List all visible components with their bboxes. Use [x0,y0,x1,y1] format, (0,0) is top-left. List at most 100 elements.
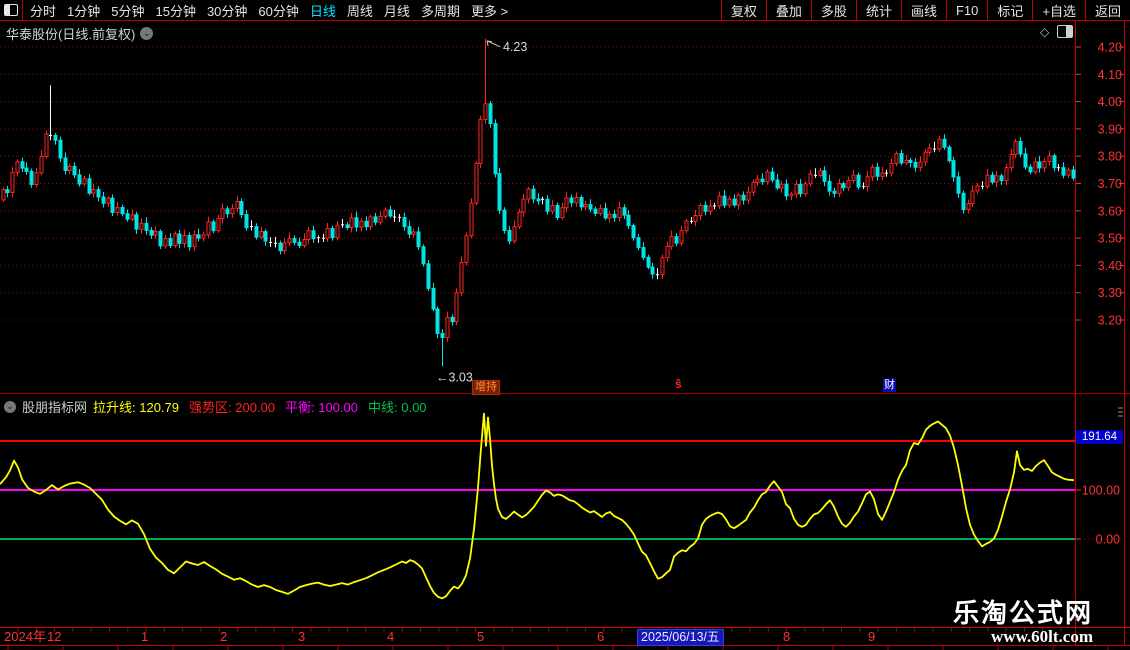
down-candle-body [990,174,995,183]
watermark: 乐淘公式网 www.60lt.com [953,600,1093,646]
up-candle-body [560,207,565,219]
layout-icon[interactable] [0,0,23,20]
chevron-down-icon[interactable]: ⌄ [4,400,16,413]
down-candle-body [431,287,436,310]
down-candle-body [58,139,63,159]
down-candle-body [297,241,302,247]
diamond-icon[interactable]: ◇ [1040,24,1050,39]
down-candle-body [588,204,593,210]
indicator-name[interactable]: 股朋指标网 [22,400,88,415]
up-candle-body [755,178,760,183]
down-candle-body [493,123,498,175]
up-candle-body [818,170,823,176]
down-candle-body [101,196,106,204]
up-candle-body [865,176,870,188]
down-candle-body [149,229,154,236]
y-axis-tick-label: 3.70 [1098,177,1122,191]
down-candle-body [636,237,641,249]
menu-item-60分钟[interactable]: 60分钟 [258,3,299,19]
down-candle-body [354,217,359,228]
down-candle-body [1023,153,1028,168]
down-candle-body [593,208,598,214]
high-annotation-arrow [486,40,501,48]
down-candle-body [244,214,249,229]
indicator-param-平衡: 平衡: 100.00 [285,400,359,415]
menu-item-标记[interactable]: 标记 [987,0,1032,20]
menu-item-返回[interactable]: 返回 [1084,0,1130,20]
menu-item-周线[interactable]: 周线 [346,3,373,19]
down-candle-body [545,198,550,212]
menu-item-F10[interactable]: F10 [945,0,987,20]
down-candle-body [999,175,1004,182]
menu-item-15分钟[interactable]: 15分钟 [155,3,196,19]
down-candle-body [502,209,507,231]
financial-report-marker[interactable]: 财 [883,379,896,392]
menu-item-叠加[interactable]: 叠加 [765,0,811,20]
down-candle-body [770,171,775,181]
up-candle-body [10,171,15,193]
down-candle-body [120,206,125,215]
menu-item-多股[interactable]: 多股 [810,0,856,20]
menu-item-分时[interactable]: 分时 [30,3,57,19]
down-candle-body [646,256,651,268]
down-candle-body [722,195,727,206]
down-candle-body [951,160,956,178]
y-axis-tick-label: 3.60 [1098,204,1122,218]
down-candle-body [168,238,173,246]
panel-split-icon[interactable] [1057,25,1074,38]
up-candle-body [282,242,287,252]
up-candle-body [574,196,579,204]
down-candle-body [674,236,679,244]
up-candle-body [235,201,240,209]
up-candle-body [985,174,990,187]
up-candle-body [698,204,703,217]
down-candle-body [330,227,335,239]
up-candle-body [483,103,488,120]
down-candle-body [961,192,966,211]
menu-item-30分钟[interactable]: 30分钟 [206,3,248,19]
up-candle-body [598,208,603,214]
down-candle-body [947,146,952,162]
up-candle-body [521,198,526,213]
down-candle-body [631,225,636,239]
down-candle-body [1071,169,1076,179]
down-candle-body [278,242,283,252]
menu-item-1分钟[interactable]: 1分钟 [67,3,101,19]
chevron-down-icon[interactable]: ⌄ [140,27,154,40]
up-candle-body [794,183,799,195]
menu-item-5分钟[interactable]: 5分钟 [111,3,145,19]
menu-item-多周期[interactable]: 多周期 [420,3,460,19]
down-candle-body [497,173,502,211]
holder-increase-marker[interactable]: 增持 [472,380,500,395]
y-axis-tick-label: 4.20 [1098,41,1122,55]
menu-item-日线[interactable]: 日线 [309,3,336,19]
indicator-param-拉升线: 拉升线: 120.79 [93,400,180,415]
up-candle-body [34,172,39,186]
timeline-label: 4 [387,629,394,644]
menu-item-统计[interactable]: 统计 [855,0,901,20]
down-candle-body [292,238,297,243]
down-candle-body [612,213,617,219]
low-annotation-label: ←3.03 [436,370,473,384]
down-candle-body [5,189,10,193]
selected-date-badge[interactable]: 2025/06/13/五 [637,629,724,646]
down-candle-body [196,234,201,239]
up-candle-body [1013,140,1018,156]
up-candle-body [1009,154,1014,169]
menu-item-复权[interactable]: 复权 [720,0,766,20]
down-candle-body [626,214,631,227]
up-candle-body [115,206,120,213]
up-candle-body [765,171,770,183]
menu-item-+自选[interactable]: +自选 [1032,0,1085,20]
up-candle-body [478,118,483,164]
menu-item-更多 >[interactable]: 更多 > [470,3,509,19]
up-candle-body [163,238,168,247]
down-candle-body [263,231,268,242]
menu-item-画线[interactable]: 画线 [900,0,946,20]
up-candle-body [335,224,340,239]
down-candle-body [450,316,455,323]
down-candle-body [426,263,431,289]
menu-item-月线[interactable]: 月线 [383,3,410,19]
dividend-marker[interactable]: ŝ [675,377,682,391]
